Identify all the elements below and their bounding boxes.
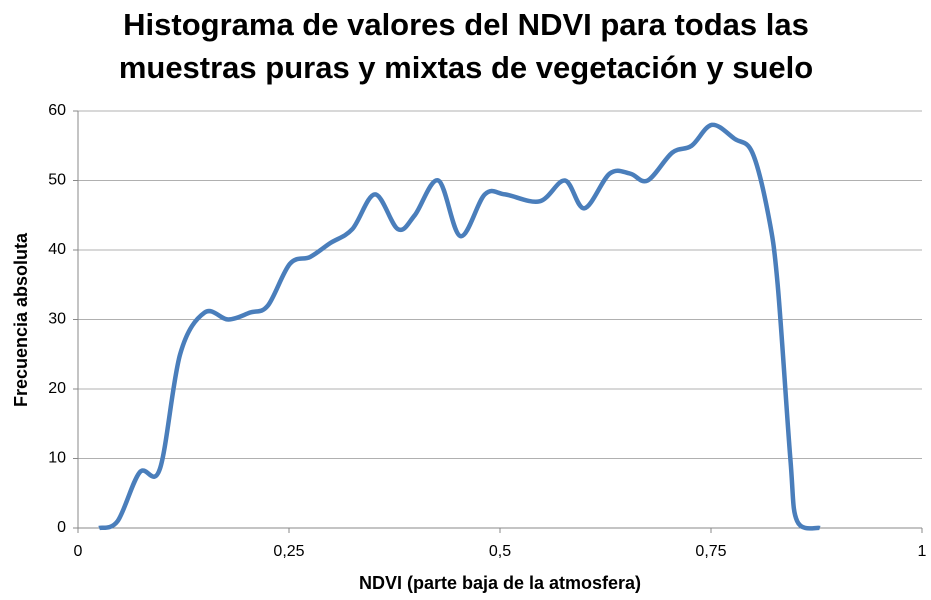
x-tick-label: 1 [918, 543, 927, 560]
y-tick-label: 20 [48, 380, 66, 397]
chart-title: Histograma de valores del NDVI para toda… [123, 7, 809, 42]
y-tick-label: 10 [48, 450, 66, 467]
x-axis-label: NDVI (parte baja de la atmosfera) [359, 573, 641, 593]
chart-title: muestras puras y mixtas de vegetación y … [119, 50, 813, 85]
y-tick-label: 40 [48, 241, 66, 258]
y-tick-label: 30 [48, 311, 66, 328]
y-tick-label: 50 [48, 172, 66, 189]
y-axis-label: Frecuencia absoluta [11, 232, 31, 407]
y-tick-label: 0 [57, 519, 66, 536]
y-tick-label: 60 [48, 102, 66, 119]
x-tick-label: 0 [74, 543, 83, 560]
x-tick-label: 0,5 [489, 543, 511, 560]
data-line [98, 122, 821, 531]
x-tick-label: 0,25 [273, 543, 304, 560]
x-tick-label: 0,75 [695, 543, 726, 560]
